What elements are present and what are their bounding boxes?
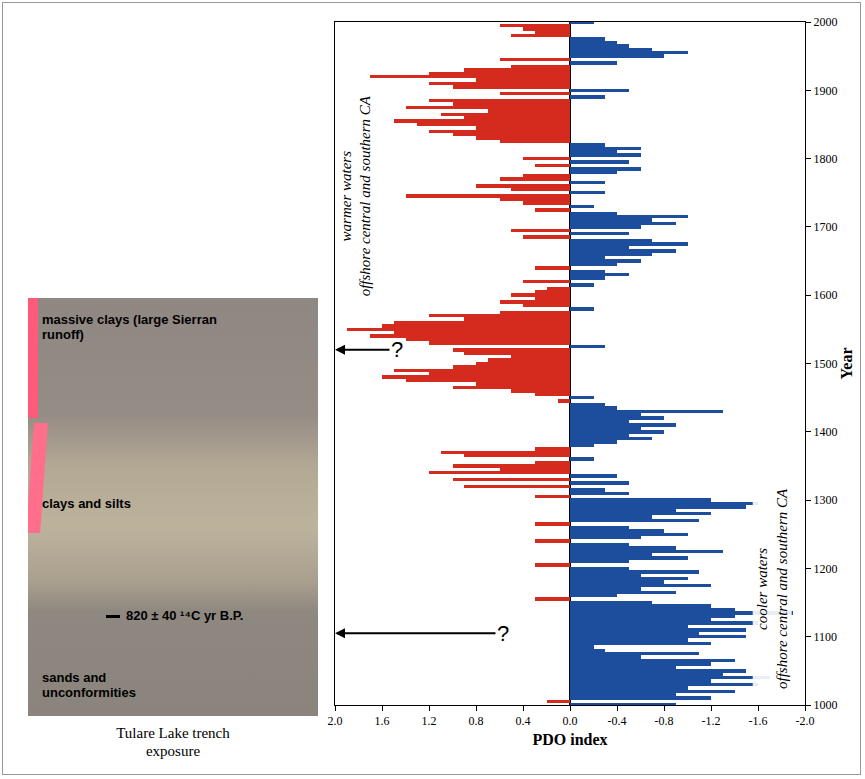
svg-text:?: ? bbox=[391, 337, 403, 362]
html-text:sands and unconformities: sands and unconformities bbox=[42, 670, 136, 700]
svg-text:-2.0: -2.0 bbox=[796, 714, 815, 728]
html-text:massive clays (large Sierran r: massive clays (large Sierran runoff) bbox=[42, 312, 217, 342]
svg-text:1200: 1200 bbox=[813, 562, 837, 576]
svg-text:0.4: 0.4 bbox=[516, 714, 531, 728]
svg-text:Year: Year bbox=[838, 348, 855, 380]
svg-text:1600: 1600 bbox=[813, 288, 837, 302]
svg-text:1900: 1900 bbox=[813, 84, 837, 98]
svg-text:1800: 1800 bbox=[813, 152, 837, 166]
svg-text:PDO index: PDO index bbox=[532, 731, 607, 748]
svg-text:-1.6: -1.6 bbox=[749, 714, 768, 728]
svg-text:1300: 1300 bbox=[813, 493, 837, 507]
svg-text:1700: 1700 bbox=[813, 220, 837, 234]
svg-text:0.8: 0.8 bbox=[469, 714, 484, 728]
svg-text:2000: 2000 bbox=[813, 15, 837, 29]
svg-text:1100: 1100 bbox=[813, 630, 837, 644]
svg-text:1000: 1000 bbox=[813, 698, 837, 712]
svg-text:-0.8: -0.8 bbox=[655, 714, 674, 728]
html-text:820 ± 40 ¹⁴C yr B.P.: 820 ± 40 ¹⁴C yr B.P. bbox=[126, 608, 244, 623]
svg-text:1500: 1500 bbox=[813, 357, 837, 371]
svg-text:1.6: 1.6 bbox=[375, 714, 390, 728]
svg-text:1.2: 1.2 bbox=[422, 714, 437, 728]
svg-text:warmer watersoffshore central: warmer watersoffshore central and southe… bbox=[338, 95, 374, 296]
svg-text:cooler watersoffshore central: cooler watersoffshore central and southe… bbox=[754, 488, 790, 689]
html-text:clays and silts: clays and silts bbox=[42, 496, 131, 511]
svg-text:-1.2: -1.2 bbox=[702, 714, 721, 728]
html-text:Tulare Lake trench exposure: Tulare Lake trench exposure bbox=[116, 725, 230, 759]
svg-text:0.0: 0.0 bbox=[563, 714, 578, 728]
svg-text:?: ? bbox=[497, 621, 509, 646]
svg-text:-0.4: -0.4 bbox=[608, 714, 627, 728]
svg-text:2.0: 2.0 bbox=[328, 714, 343, 728]
svg-text:1400: 1400 bbox=[813, 425, 837, 439]
